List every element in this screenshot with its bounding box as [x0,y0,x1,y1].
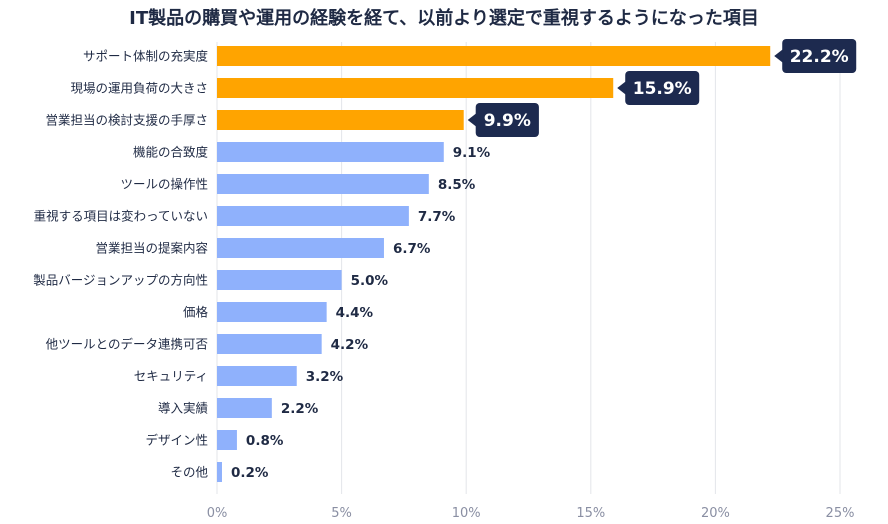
bar [217,46,771,66]
category-label: ツールの操作性 [120,177,208,192]
value-label: 6.7% [393,241,431,257]
category-label: サポート体制の充実度 [83,49,209,64]
bar [217,110,464,130]
category-label: 営業担当の検討支援の手厚さ [45,113,208,128]
category-label: 製品バージョンアップの方向性 [33,273,208,288]
callout-pointer [774,49,784,63]
category-label: 導入実績 [158,401,208,416]
value-label: 9.1% [453,145,491,161]
value-label: 4.4% [336,305,374,321]
chart-title: IT製品の購買や運用の経験を経て、以前より選定で重視するようになった項目 [129,8,759,29]
x-tick-label: 10% [452,506,481,521]
value-label: 4.2% [331,337,369,353]
bar [217,238,384,258]
callout-value-label: 15.9% [633,79,692,99]
category-label: 現場の運用負荷の大きさ [70,81,208,96]
callout-box [475,103,539,137]
bar [217,462,222,482]
bar [217,302,327,322]
value-label: 3.2% [306,369,344,385]
callout-value-label: 9.9% [484,111,531,131]
value-label: 5.0% [351,273,389,289]
x-tick-label: 0% [207,506,228,521]
bar [217,334,322,354]
x-tick-label: 20% [701,506,730,521]
bar [217,206,409,226]
bar [217,78,614,98]
x-tick-label: 15% [576,506,605,521]
value-label: 0.8% [246,433,284,449]
callout-box [782,39,857,73]
bar [217,142,444,162]
bar [217,398,272,418]
x-tick-label: 25% [826,506,855,521]
category-label: セキュリティ [134,369,208,384]
callout-value-label: 22.2% [790,47,849,67]
bar [217,430,237,450]
bar [217,366,297,386]
value-label: 0.2% [231,465,269,481]
callout-pointer [617,81,627,95]
value-label: 8.5% [438,177,476,193]
x-tick-label: 5% [331,506,352,521]
category-label: 他ツールとのデータ連携可否 [46,337,208,352]
callout-box [625,71,700,105]
category-label: 機能の合致度 [133,145,209,160]
bar [217,174,429,194]
value-label: 2.2% [281,401,319,417]
callout-pointer [467,113,477,127]
category-label: 重視する項目は変わっていない [34,209,208,224]
category-label: 営業担当の提案内容 [95,241,208,256]
category-label: デザイン性 [145,433,208,448]
bar [217,270,342,290]
category-label: その他 [170,465,208,480]
category-label: 価格 [183,305,209,320]
value-label: 7.7% [418,209,456,225]
